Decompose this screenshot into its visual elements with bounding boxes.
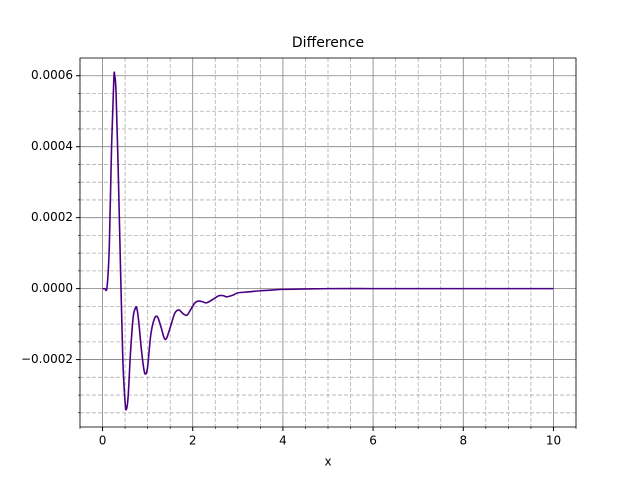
x-tick-label: 10 <box>546 434 561 448</box>
y-tick-label: −0.0002 <box>21 352 73 366</box>
x-axis-label: x <box>324 455 331 469</box>
data-line <box>102 71 554 411</box>
y-tick-label: 0.0006 <box>31 68 73 82</box>
chart-title: Difference <box>292 35 364 51</box>
x-tick-label: 8 <box>459 434 467 448</box>
y-tick-label: 0.0000 <box>31 281 73 295</box>
plot-frame <box>79 57 577 428</box>
y-tick-label: 0.0004 <box>31 139 73 153</box>
x-tick-label: 6 <box>369 434 377 448</box>
x-tick-label: 0 <box>99 434 107 448</box>
x-tick-label: 4 <box>279 434 287 448</box>
y-tick-label: 0.0002 <box>31 210 73 224</box>
x-tick-label: 2 <box>189 434 197 448</box>
